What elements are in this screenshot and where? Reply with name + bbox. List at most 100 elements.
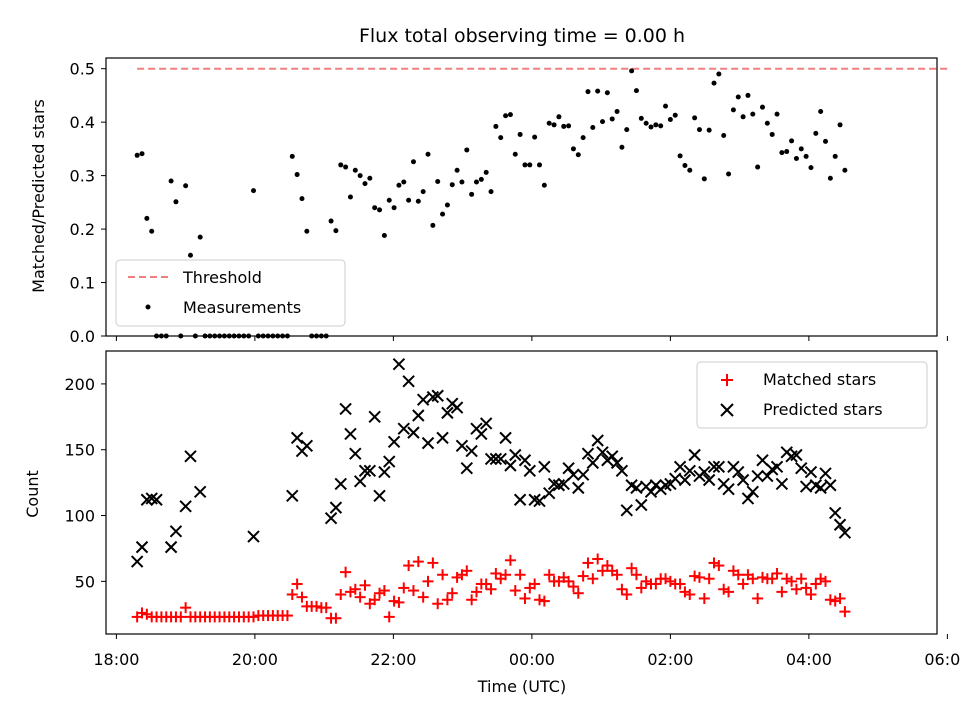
matched-star-point xyxy=(354,591,366,603)
matched-star-point xyxy=(567,581,579,593)
measurement-point xyxy=(658,123,664,129)
matched-star-point xyxy=(437,569,449,581)
measurement-point xyxy=(357,173,363,179)
matched-star-point xyxy=(630,569,642,581)
matched-star-point xyxy=(340,566,352,578)
measurement-point xyxy=(464,147,470,153)
matched-star-point xyxy=(635,582,647,594)
matched-star-point xyxy=(713,560,725,572)
matched-star-point xyxy=(776,586,788,598)
bottom-x-tick-label: 18:00 xyxy=(93,650,139,669)
measurement-point xyxy=(430,222,436,228)
predicted-star-point xyxy=(615,464,629,477)
measurement-point xyxy=(425,151,431,157)
matched-star-point xyxy=(640,575,652,587)
predicted-star-point xyxy=(465,444,478,458)
predicted-star-point xyxy=(567,468,580,481)
measurement-point xyxy=(696,127,702,133)
predicted-star-point xyxy=(460,461,473,475)
predicted-star-point xyxy=(353,475,367,488)
predicted-star-point xyxy=(387,435,401,449)
measurement-point xyxy=(251,188,257,194)
predicted-star-point xyxy=(450,401,464,414)
measurement-point xyxy=(837,122,843,128)
predicted-star-point xyxy=(824,479,837,492)
predicted-star-point xyxy=(770,460,784,474)
bottom-panel-frame xyxy=(105,350,938,635)
top-plot-area xyxy=(134,67,948,339)
measurement-point xyxy=(721,133,727,139)
matched-star-point xyxy=(349,583,361,595)
predicted-star-point xyxy=(479,417,493,430)
measurement-point xyxy=(396,182,402,188)
top-panel-ylabel: Matched/Predicted stars xyxy=(29,99,48,293)
predicted-star-point xyxy=(557,477,570,491)
measurement-point xyxy=(735,94,741,100)
matched-star-point xyxy=(403,560,415,572)
matched-star-point xyxy=(577,570,589,582)
measurement-point xyxy=(532,134,538,140)
predicted-star-point xyxy=(799,480,813,493)
predicted-star-point xyxy=(475,427,488,441)
predicted-star-point xyxy=(300,439,314,452)
matched-star-point xyxy=(141,608,153,620)
predicted-star-point xyxy=(828,506,842,520)
bottom-y-axis: 50 100 150 200 xyxy=(64,375,106,591)
predicted-star-point xyxy=(591,434,604,447)
predicted-star-point xyxy=(795,461,808,475)
measurement-point xyxy=(299,196,305,202)
measurement-point xyxy=(672,112,678,118)
matched-star-point xyxy=(592,553,604,565)
measurement-point xyxy=(648,124,654,130)
measurement-point xyxy=(537,162,543,168)
bottom-panel-ylabel: Count xyxy=(23,470,42,518)
measurement-point xyxy=(842,167,848,173)
measurement-point xyxy=(823,138,829,144)
top-y-tick-label: 0.0 xyxy=(70,327,95,346)
matched-star-point xyxy=(427,557,439,569)
predicted-star-point xyxy=(329,501,343,514)
matched-star-point xyxy=(572,587,584,599)
measurement-point xyxy=(377,207,383,213)
measurement-point xyxy=(144,215,150,221)
measurement-point xyxy=(338,162,344,168)
matched-star-point xyxy=(485,583,497,595)
matched-star-point xyxy=(509,585,521,597)
matched-star-point xyxy=(369,594,381,606)
predicted-star-point xyxy=(334,477,347,491)
measurement-point xyxy=(522,162,528,168)
predicted-star-point xyxy=(804,465,818,479)
matched-star-point xyxy=(611,569,623,581)
threshold-legend-label: Threshold xyxy=(182,268,262,287)
measurement-point xyxy=(682,162,688,168)
matched-star-point xyxy=(718,583,730,595)
bottom-y-tick-label: 50 xyxy=(75,572,95,591)
measurement-point xyxy=(168,178,174,184)
measurement-point xyxy=(289,153,295,159)
predicted-star-point xyxy=(620,504,633,517)
predicted-legend-label: Predicted stars xyxy=(763,400,883,419)
matched-star-point xyxy=(504,554,516,566)
matched-star-point xyxy=(393,596,405,608)
matched-star-point xyxy=(359,579,371,591)
predicted-star-point xyxy=(378,465,391,479)
measurement-point xyxy=(362,181,368,187)
predicted-star-point xyxy=(833,518,847,531)
top-legend: Threshold Measurements xyxy=(115,259,346,327)
matched-star-point xyxy=(248,611,260,623)
measurement-point xyxy=(367,175,373,181)
measurement-point xyxy=(197,234,203,240)
predicted-star-point xyxy=(363,464,377,477)
bottom-y-tick-label: 150 xyxy=(64,441,95,460)
measurement-point xyxy=(730,107,736,113)
measurement-point xyxy=(750,111,756,117)
predicted-star-point xyxy=(392,357,406,371)
matched-star-point xyxy=(679,586,691,598)
matched-star-point xyxy=(441,594,453,606)
predicted-star-point xyxy=(499,431,512,445)
predicted-star-point xyxy=(678,473,692,487)
matched-star-point xyxy=(422,575,434,587)
top-y-tick-label: 0.1 xyxy=(70,274,95,293)
matched-star-point xyxy=(412,556,424,568)
measurement-point xyxy=(667,116,673,122)
